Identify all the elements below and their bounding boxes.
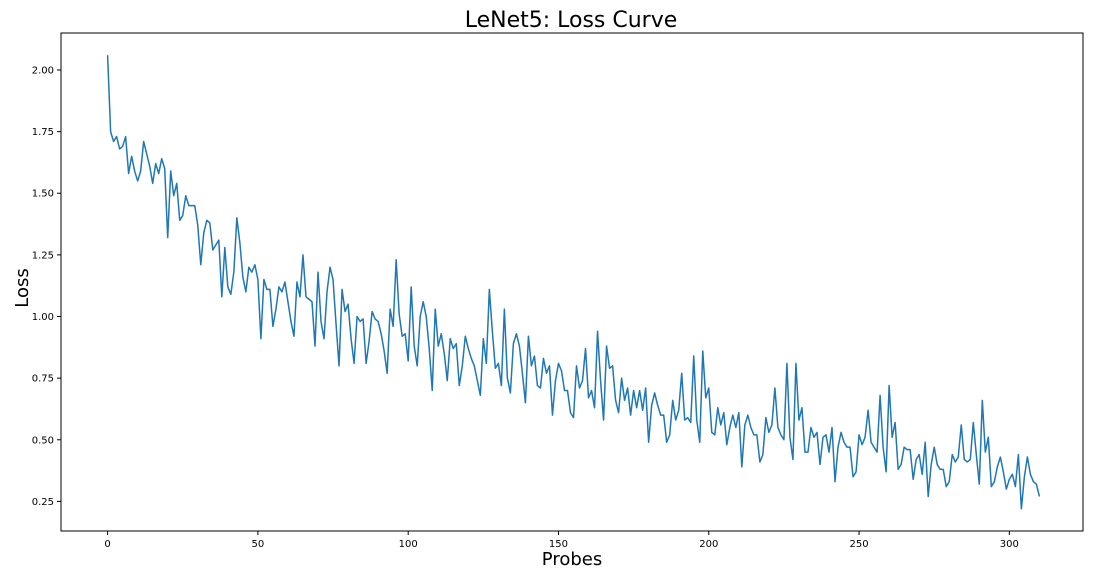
x-tick-label: 200	[699, 539, 718, 550]
x-tick-label: 250	[850, 539, 869, 550]
loss-series-line	[106, 55, 1041, 510]
y-tick-label: 0.50	[32, 435, 54, 446]
y-tick-label: 0.75	[32, 374, 54, 385]
x-tick-label: 300	[1000, 539, 1019, 550]
chart-title: LeNet5: Loss Curve	[465, 8, 678, 33]
x-tick-label: 50	[252, 539, 265, 550]
x-tick-label: 100	[399, 539, 418, 550]
plot-frame	[60, 32, 1084, 532]
y-tick-label: 1.50	[32, 189, 54, 200]
plot-area	[60, 32, 1084, 532]
y-tick-label: 2.00	[32, 65, 54, 76]
y-tick-label: 1.75	[32, 127, 54, 138]
y-tick-label: 0.25	[32, 497, 54, 508]
x-axis: 0 50 100 150 200 250 300	[104, 531, 1019, 550]
y-tick-label: 1.25	[32, 250, 54, 261]
y-tick-label: 1.00	[32, 312, 54, 323]
y-axis-label: Loss	[12, 268, 33, 307]
x-tick-label: 0	[104, 539, 110, 550]
y-axis: 0.25 0.50 0.75 1.00 1.25 1.50 1.75 2.00	[32, 65, 61, 508]
x-axis-label: Probes	[542, 549, 602, 570]
x-tick-label: 150	[549, 539, 568, 550]
